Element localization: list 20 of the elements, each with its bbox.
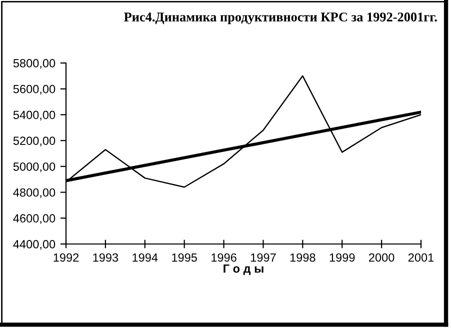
y-tick-label: 5800,00 [13, 59, 56, 69]
x-tick-label: 1995 [172, 253, 197, 262]
y-tick-label: 4400,00 [13, 240, 56, 250]
x-tick-label: 1996 [212, 253, 236, 262]
y-tick-label: 5000,00 [13, 162, 56, 172]
y-tick-label: 5200,00 [13, 136, 56, 146]
chart-title: Рис4.Динамика продуктивности КРС за 1992-2001гг. [124, 12, 437, 24]
x-tick-label: 1997 [250, 253, 276, 262]
y-tick-label: 5400,00 [13, 110, 56, 121]
x-axis-title: Г о д ы [224, 264, 264, 275]
y-tick-label: 4800,00 [13, 188, 56, 198]
x-tick-label: 1993 [93, 253, 118, 262]
y-tick-label: 5600,00 [13, 84, 56, 95]
x-tick-label: 2000 [369, 253, 394, 262]
x-tick-label: 1998 [290, 253, 316, 262]
y-tick-label: 4600,00 [13, 214, 56, 224]
x-tick-label: 1992 [54, 253, 79, 262]
x-tick-label: 1999 [330, 253, 355, 262]
x-tick-label: 2001 [408, 253, 434, 262]
x-tick-label: 1994 [132, 253, 158, 262]
